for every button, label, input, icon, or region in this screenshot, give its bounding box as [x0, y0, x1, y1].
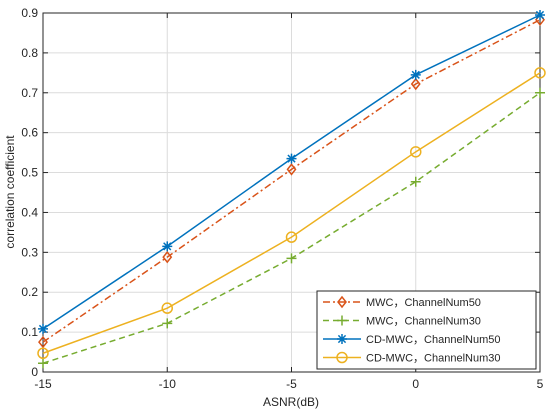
- circle-marker: [336, 351, 348, 364]
- legend-label: MWC，ChannelNum50: [366, 297, 481, 309]
- y-tick-label: 0.7: [21, 86, 38, 100]
- plus-marker: [38, 358, 48, 369]
- legend-entry: MWC，ChannelNum50: [323, 295, 481, 309]
- y-tick-label: 0.5: [21, 166, 38, 180]
- series-group: [37, 9, 546, 369]
- asterisk-marker: [286, 153, 297, 164]
- y-tick-label: 0.1: [21, 325, 38, 339]
- circle-marker: [410, 146, 422, 158]
- y-tick-label: 0.3: [21, 245, 38, 259]
- series-3: [38, 9, 545, 334]
- plus-marker: [286, 253, 297, 264]
- asterisk-marker: [38, 323, 48, 334]
- y-tick-label: 0.6: [21, 126, 38, 140]
- plus-marker: [162, 318, 173, 329]
- circle-marker: [534, 67, 546, 79]
- y-axis-label: correlation coefficient: [3, 135, 17, 249]
- circle-marker: [285, 231, 298, 243]
- diamond-marker: [286, 163, 297, 176]
- diamond-marker: [410, 77, 421, 91]
- y-tick-label: 0.4: [21, 205, 38, 219]
- x-tick-label: -5: [286, 377, 297, 391]
- x-tick-label: -15: [34, 377, 52, 391]
- diamond-marker: [337, 295, 347, 309]
- circle-marker: [37, 347, 49, 360]
- legend-entry: CD-MWC，ChannelNum50: [323, 334, 500, 346]
- asterisk-marker: [535, 9, 545, 20]
- legend-entry: MWC，ChannelNum30: [323, 315, 481, 328]
- asterisk-marker: [337, 334, 347, 344]
- y-tick-label: 0.8: [21, 46, 38, 60]
- legend-entry: CD-MWC，ChannelNum30: [323, 351, 500, 365]
- x-tick-label: 0: [412, 377, 419, 391]
- series-2: [38, 87, 545, 369]
- y-tick-label: 0: [31, 365, 38, 379]
- legend-label: MWC，ChannelNum30: [366, 316, 481, 328]
- x-tick-label: 5: [537, 377, 544, 391]
- series-line: [42, 19, 541, 343]
- series-4: [37, 67, 546, 360]
- x-axis-label: ASNR(dB): [263, 395, 319, 409]
- asterisk-marker: [410, 69, 421, 80]
- series-line: [42, 72, 541, 354]
- x-tick-label: -10: [159, 377, 177, 391]
- plus-marker: [410, 176, 421, 187]
- series-1: [38, 13, 545, 349]
- legend: MWC，ChannelNum50 MWC，ChannelNum30 CD-MWC，C…: [316, 290, 537, 370]
- legend-box: [316, 290, 537, 370]
- y-tick-label: 0.2: [21, 285, 38, 299]
- legend-label: CD-MWC，ChannelNum30: [366, 353, 500, 365]
- circle-marker: [161, 302, 173, 314]
- plus-marker: [535, 87, 545, 98]
- legend-label: CD-MWC，ChannelNum50: [366, 334, 500, 346]
- y-tick-label: 0.9: [21, 6, 38, 20]
- asterisk-marker: [162, 241, 173, 252]
- plus-marker: [337, 315, 347, 326]
- diamond-marker: [162, 250, 173, 264]
- diamond-marker: [38, 335, 48, 349]
